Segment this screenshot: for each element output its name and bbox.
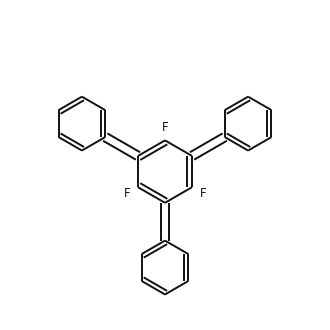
Text: F: F [200, 187, 206, 200]
Text: F: F [124, 187, 130, 200]
Text: F: F [162, 121, 168, 134]
